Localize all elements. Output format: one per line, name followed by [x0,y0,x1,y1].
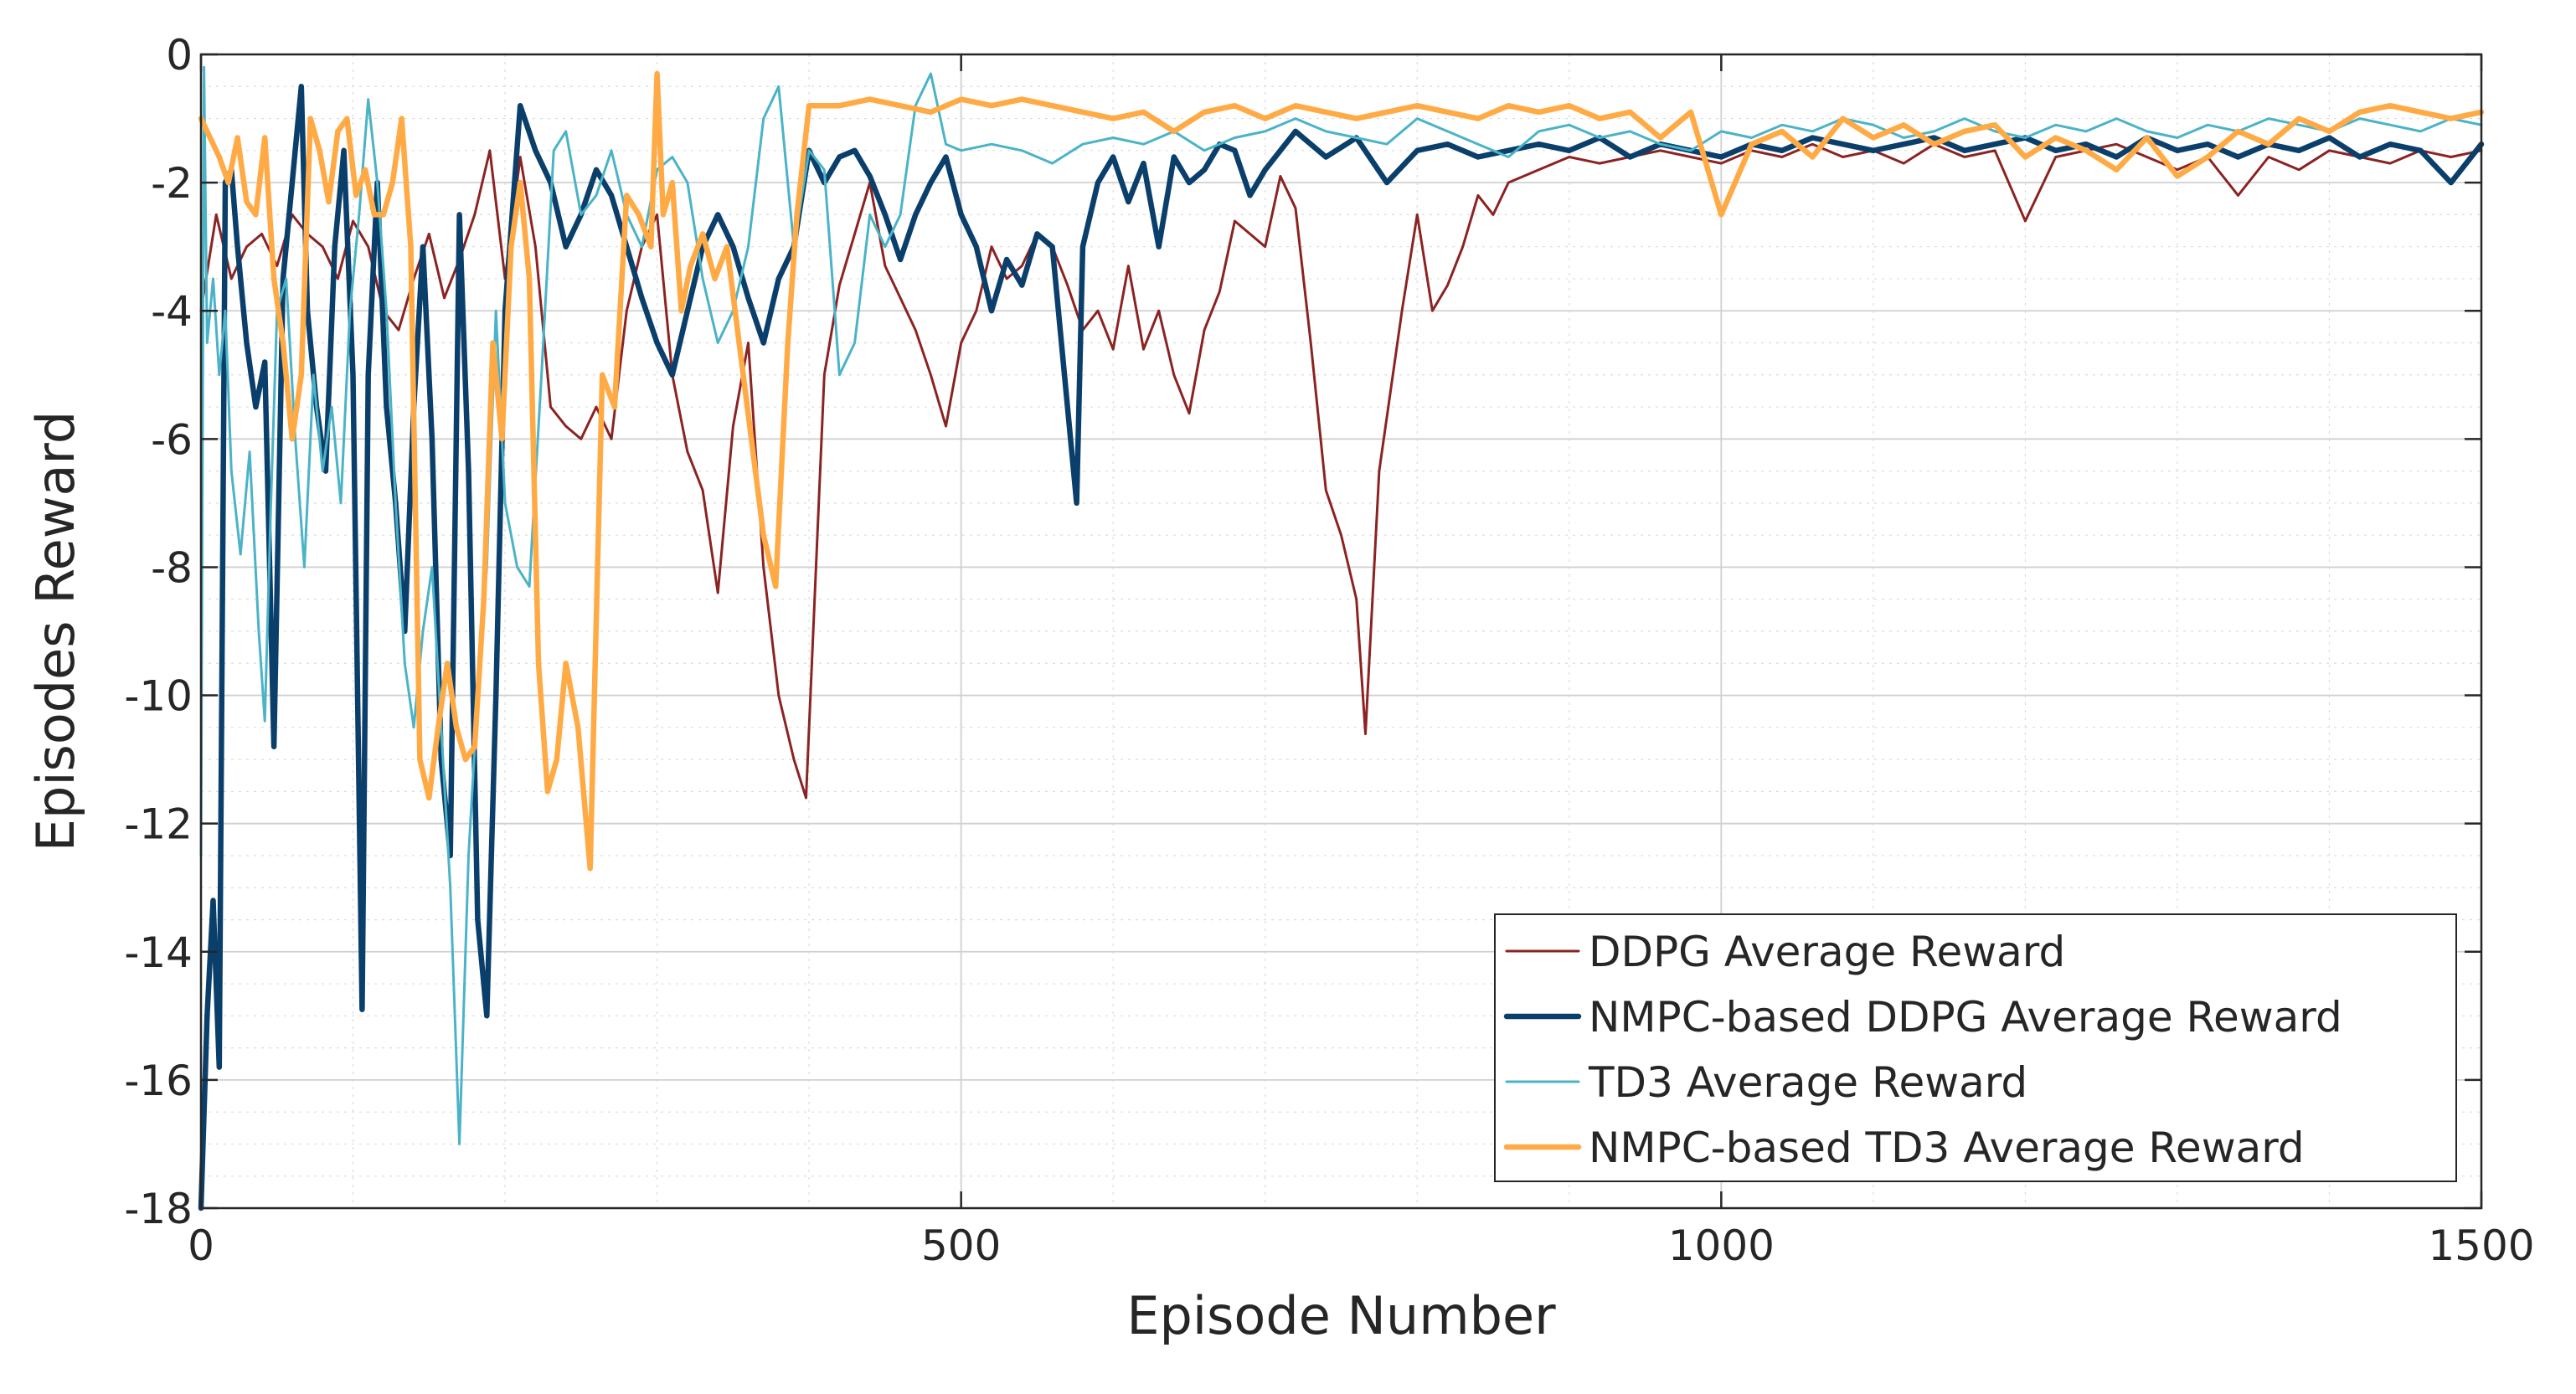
y-tick-label: -14 [124,928,193,977]
series-line-4 [198,70,2485,872]
legend-label-2: NMPC-based DDPG Average Reward [1589,993,2342,1042]
y-tick-label: -8 [151,543,193,592]
y-tick-label: -6 [151,415,193,464]
series-line-2 [198,84,2485,1211]
y-tick-label: -18 [124,1185,193,1233]
x-axis-ticks: 0 500 1000 1500 [188,54,2535,1270]
legend-label-3: TD3 Average Reward [1588,1058,2027,1107]
y-axis-label: Episodes Reward [25,411,86,851]
y-axis-ticks: 0 -2 -4 -6 -8 -10 -12 -14 -16 -18 [124,31,2481,1233]
legend-label-1: DDPG Average Reward [1589,928,2065,976]
series-line-1 [199,142,2483,800]
x-tick-label: 1000 [1668,1222,1775,1270]
y-tick-label: -10 [124,672,193,721]
legend-box [1494,913,2457,1182]
y-tick-label: -12 [124,800,193,849]
legend-label-4: NMPC-based TD3 Average Reward [1589,1124,2305,1172]
x-axis-label: Episode Number [1126,1285,1556,1346]
y-tick-label: -16 [124,1057,193,1105]
series-line-3 [199,65,2483,1145]
minor-grid [201,54,2481,1208]
legend: DDPG Average Reward NMPC-based DDPG Avera… [1494,913,2457,1182]
series-layer [198,65,2485,1211]
y-tick-label: 0 [166,31,193,80]
x-tick-label: 500 [921,1222,1001,1270]
y-tick-label: -4 [151,287,193,336]
x-tick-label: 0 [188,1222,214,1270]
y-tick-label: -2 [151,159,193,208]
plot-frame [199,53,2483,1210]
x-tick-label: 1500 [2428,1222,2534,1270]
